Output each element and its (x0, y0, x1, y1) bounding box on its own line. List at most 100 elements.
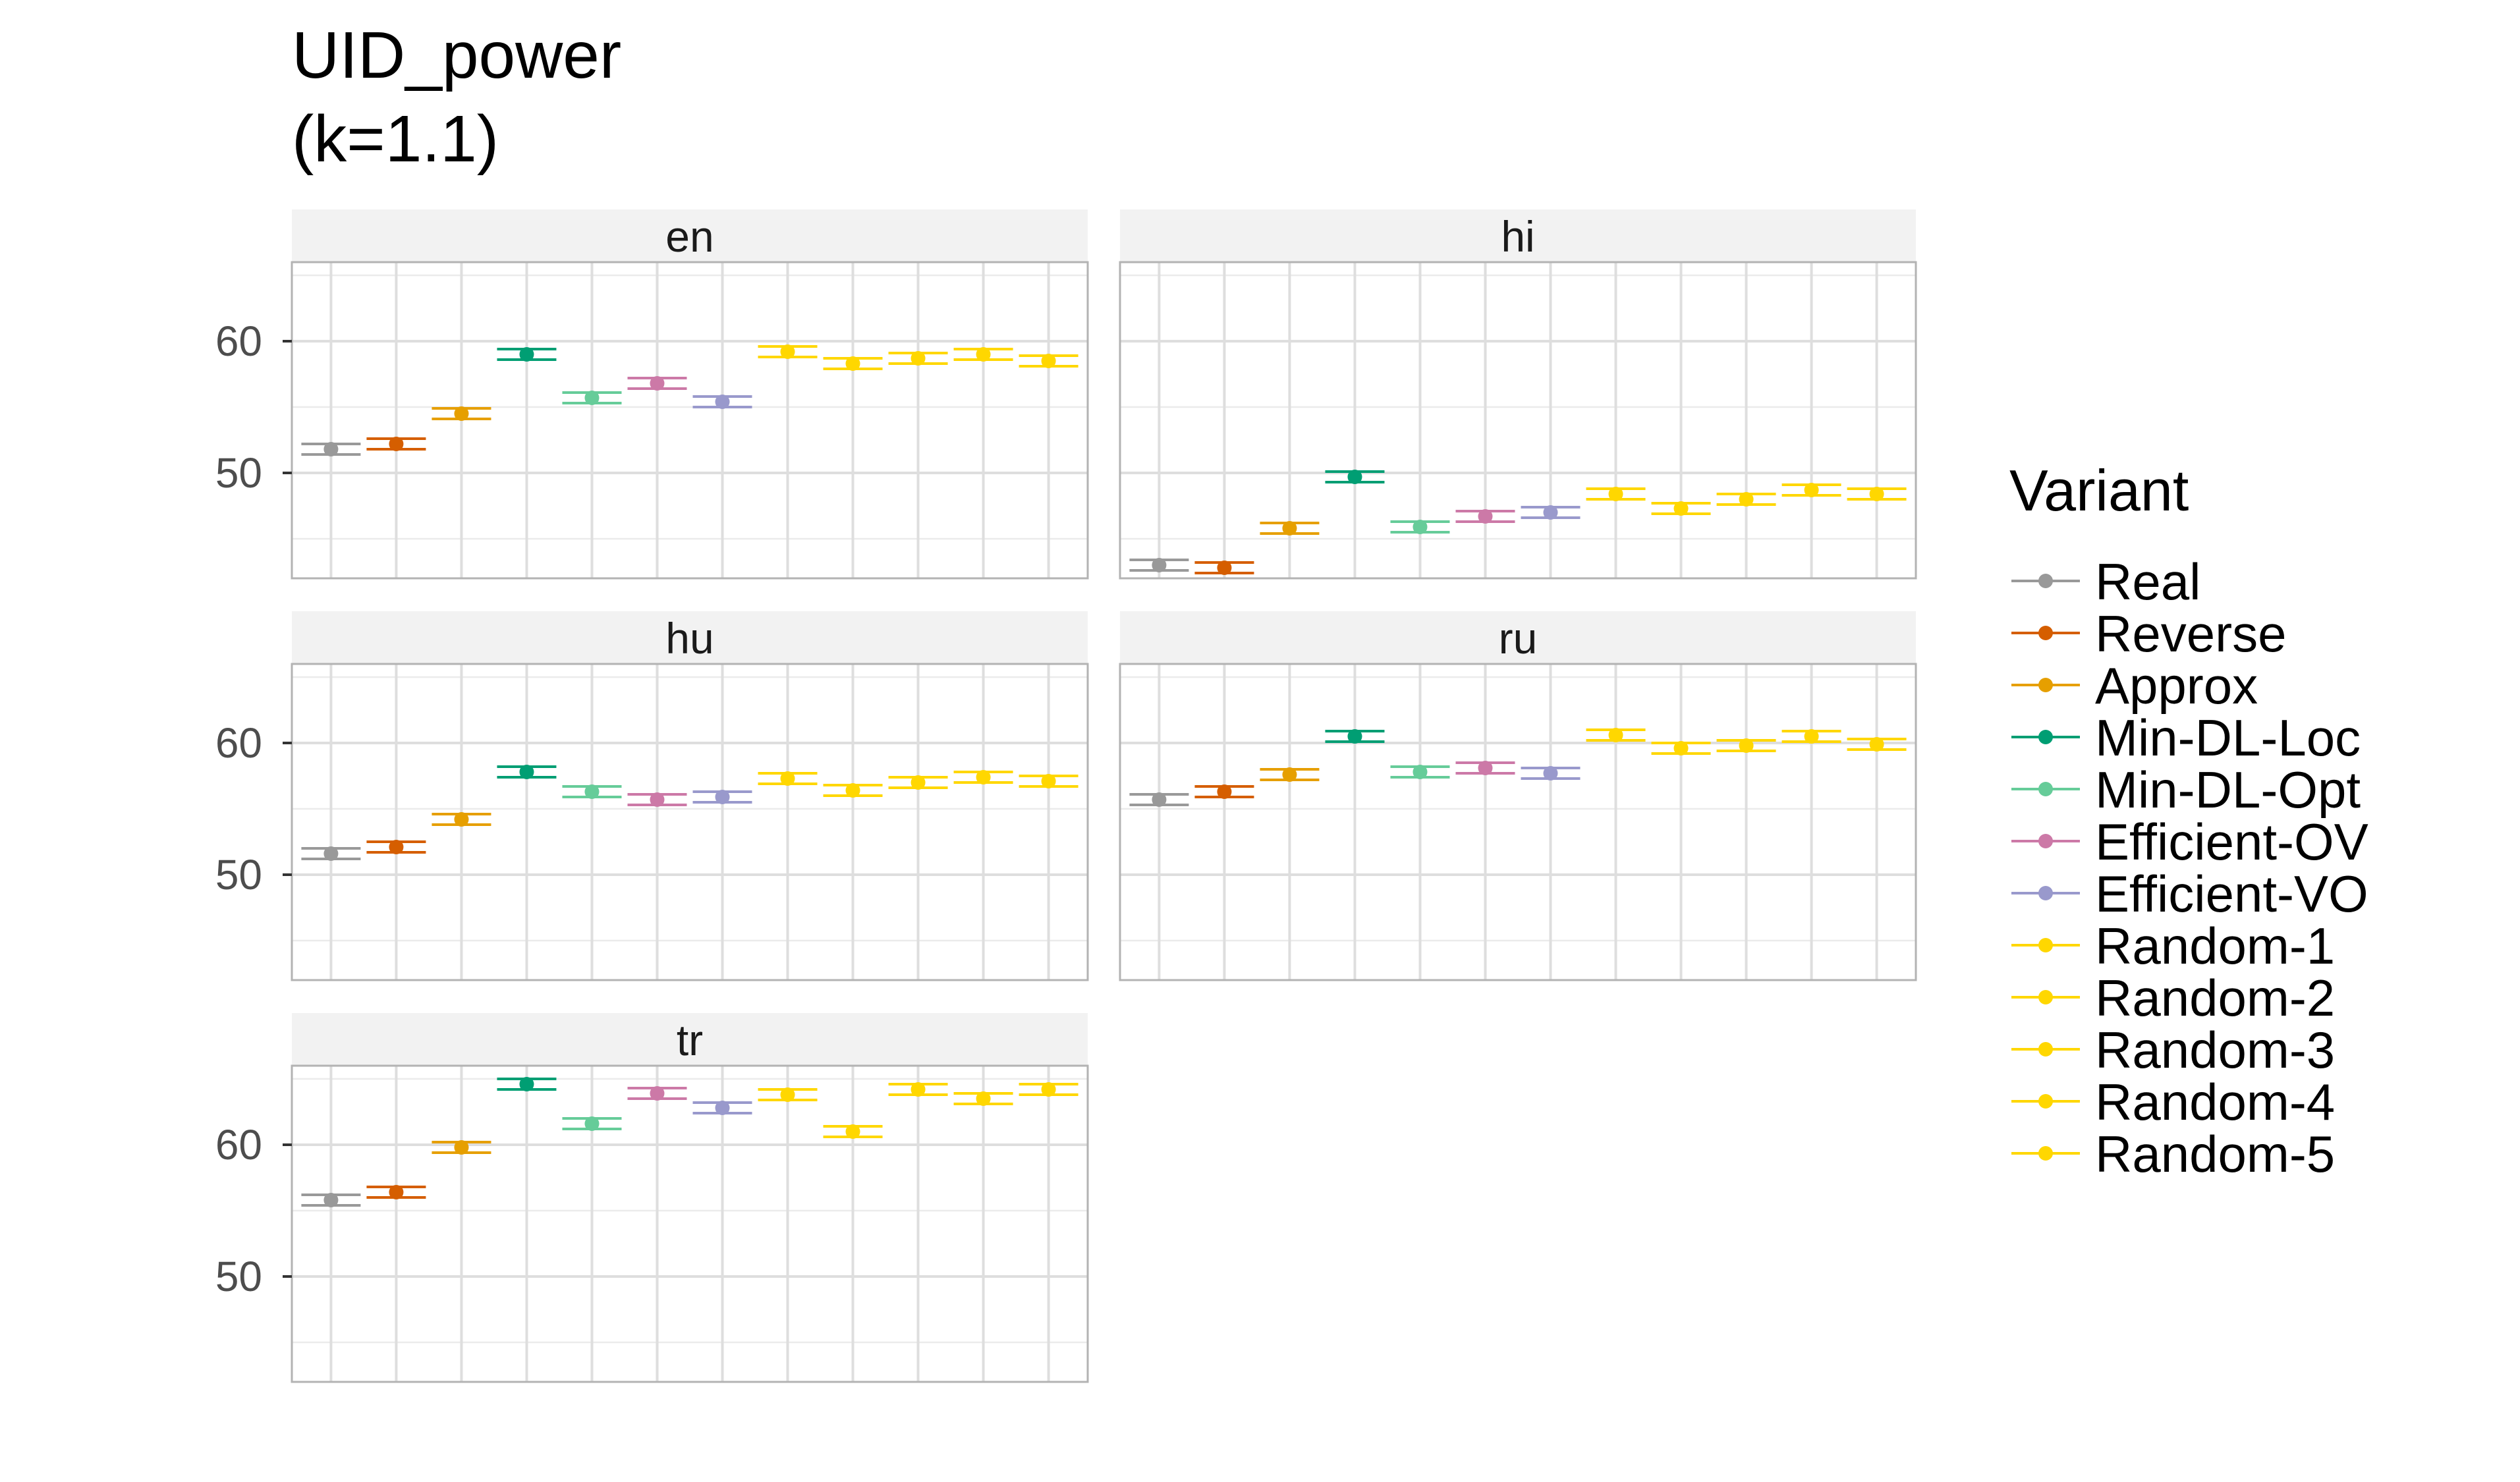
legend-key-point (2038, 1094, 2053, 1109)
legend-key-point (2038, 990, 2053, 1004)
facet-strip (292, 611, 1088, 664)
legend-label: Random-4 (2095, 1073, 2335, 1131)
data-point-hu-Efficient-OV (627, 792, 687, 807)
facet-panel-en: en 50 60 (215, 209, 1089, 580)
data-point-tr-Efficient-OV (627, 1086, 687, 1101)
point-marker (454, 812, 469, 827)
point-marker (389, 840, 404, 854)
point-marker (1543, 766, 1558, 781)
data-point-tr-Min-DL-Loc (497, 1077, 557, 1091)
point-marker (845, 356, 860, 371)
y-tick-label: 50 (215, 449, 262, 497)
legend-key-point (2038, 834, 2053, 848)
legend-item-Random-1: Random-1 (2011, 917, 2335, 975)
data-point-hi-Min-DL-Loc (1325, 470, 1385, 484)
y-tick-label: 60 (215, 317, 262, 365)
point-marker (389, 437, 404, 451)
point-marker (1478, 761, 1493, 775)
data-point-hi-Real (1129, 558, 1189, 572)
point-marker (1739, 492, 1754, 507)
data-point-hi-Efficient-VO (1521, 505, 1581, 520)
facet-strip-label: hi (1501, 212, 1534, 261)
data-point-ru-Random-4 (1781, 729, 1841, 744)
facet-panel-hi: hi (1119, 209, 1917, 580)
legend-items: RealReverseApproxMin-DL-LocMin-DL-OptEff… (2011, 553, 2368, 1183)
legend-item-Random-5: Random-5 (2011, 1125, 2335, 1183)
panel-background (1120, 262, 1916, 578)
data-point-hu-Efficient-VO (692, 790, 752, 804)
facet-strip-label: hu (665, 614, 714, 663)
data-point-ru-Random-3 (1716, 738, 1776, 753)
legend: Variant RealReverseApproxMin-DL-LocMin-D… (2009, 458, 2368, 1183)
data-point-tr-Approx (432, 1140, 491, 1155)
data-point-en-Approx (432, 406, 491, 421)
legend-key-point (2038, 626, 2053, 640)
legend-item-Efficient-OV: Efficient-OV (2011, 813, 2368, 871)
data-point-tr-Reverse (366, 1185, 426, 1199)
data-point-ru-Efficient-VO (1521, 766, 1581, 781)
data-point-en-Min-DL-Loc (497, 347, 557, 362)
point-marker (715, 1101, 730, 1115)
y-tick-label: 60 (215, 719, 262, 767)
data-point-en-Random-3 (888, 351, 948, 366)
legend-item-Approx: Approx (2011, 657, 2258, 715)
data-point-tr-Random-4 (953, 1091, 1013, 1106)
point-marker (976, 1091, 991, 1106)
legend-label: Min-DL-Opt (2095, 761, 2361, 819)
data-point-hi-Random-2 (1651, 501, 1711, 516)
data-point-hu-Min-DL-Loc (497, 765, 557, 779)
panel-border (291, 663, 1089, 981)
legend-label: Random-3 (2095, 1021, 2335, 1079)
point-marker (910, 775, 926, 790)
legend-item-Real: Real (2011, 553, 2200, 611)
point-marker (389, 1185, 404, 1199)
data-point-hu-Random-1 (758, 771, 818, 786)
facet-panel-ru: ru (1119, 611, 1917, 981)
y-tick-label: 50 (215, 1253, 262, 1300)
data-point-hu-Approx (432, 812, 491, 827)
point-marker (1217, 784, 1232, 799)
data-point-en-Min-DL-Opt (562, 391, 622, 405)
point-marker (976, 347, 991, 362)
point-marker (519, 1077, 534, 1091)
point-marker (1869, 737, 1884, 752)
point-marker (1152, 792, 1167, 807)
facet-strip-label: ru (1499, 614, 1538, 663)
point-marker (910, 351, 926, 366)
point-marker (845, 783, 860, 798)
data-point-hu-Min-DL-Opt (562, 784, 622, 799)
point-marker (454, 406, 469, 421)
data-point-tr-Random-3 (888, 1082, 948, 1097)
legend-key-point (2038, 1042, 2053, 1057)
point-marker (1478, 509, 1493, 524)
y-tick-label: 60 (215, 1121, 262, 1168)
data-point-ru-Min-DL-Opt (1390, 765, 1450, 779)
data-point-tr-Random-1 (758, 1087, 818, 1102)
legend-label: Real (2095, 553, 2200, 611)
panel-border (1119, 261, 1917, 580)
data-point-tr-Min-DL-Opt (562, 1116, 622, 1131)
data-point-hi-Min-DL-Opt (1390, 520, 1450, 534)
point-marker (1282, 767, 1297, 782)
facet-strip-label: tr (677, 1016, 703, 1064)
point-marker (1041, 774, 1056, 788)
data-point-hi-Random-4 (1781, 483, 1841, 497)
point-marker (1673, 741, 1689, 755)
legend-label: Reverse (2095, 605, 2286, 663)
data-point-en-Random-5 (1019, 354, 1078, 368)
point-marker (454, 1140, 469, 1155)
data-point-en-Real (301, 442, 361, 456)
data-point-ru-Reverse (1194, 784, 1254, 799)
data-point-en-Efficient-OV (627, 376, 687, 391)
data-point-ru-Random-2 (1651, 741, 1711, 755)
legend-title: Variant (2009, 458, 2189, 523)
data-point-en-Reverse (366, 437, 426, 451)
legend-item-Random-2: Random-2 (2011, 969, 2335, 1027)
facet-panels: en 50 60 hi hu 50 60 ru tr 50 60 (215, 209, 1917, 1383)
panel-background (292, 664, 1088, 980)
point-marker (780, 344, 795, 359)
data-point-en-Random-1 (758, 344, 818, 359)
legend-item-Random-3: Random-3 (2011, 1021, 2335, 1079)
data-point-tr-Efficient-VO (692, 1101, 752, 1115)
point-marker (1869, 487, 1884, 501)
